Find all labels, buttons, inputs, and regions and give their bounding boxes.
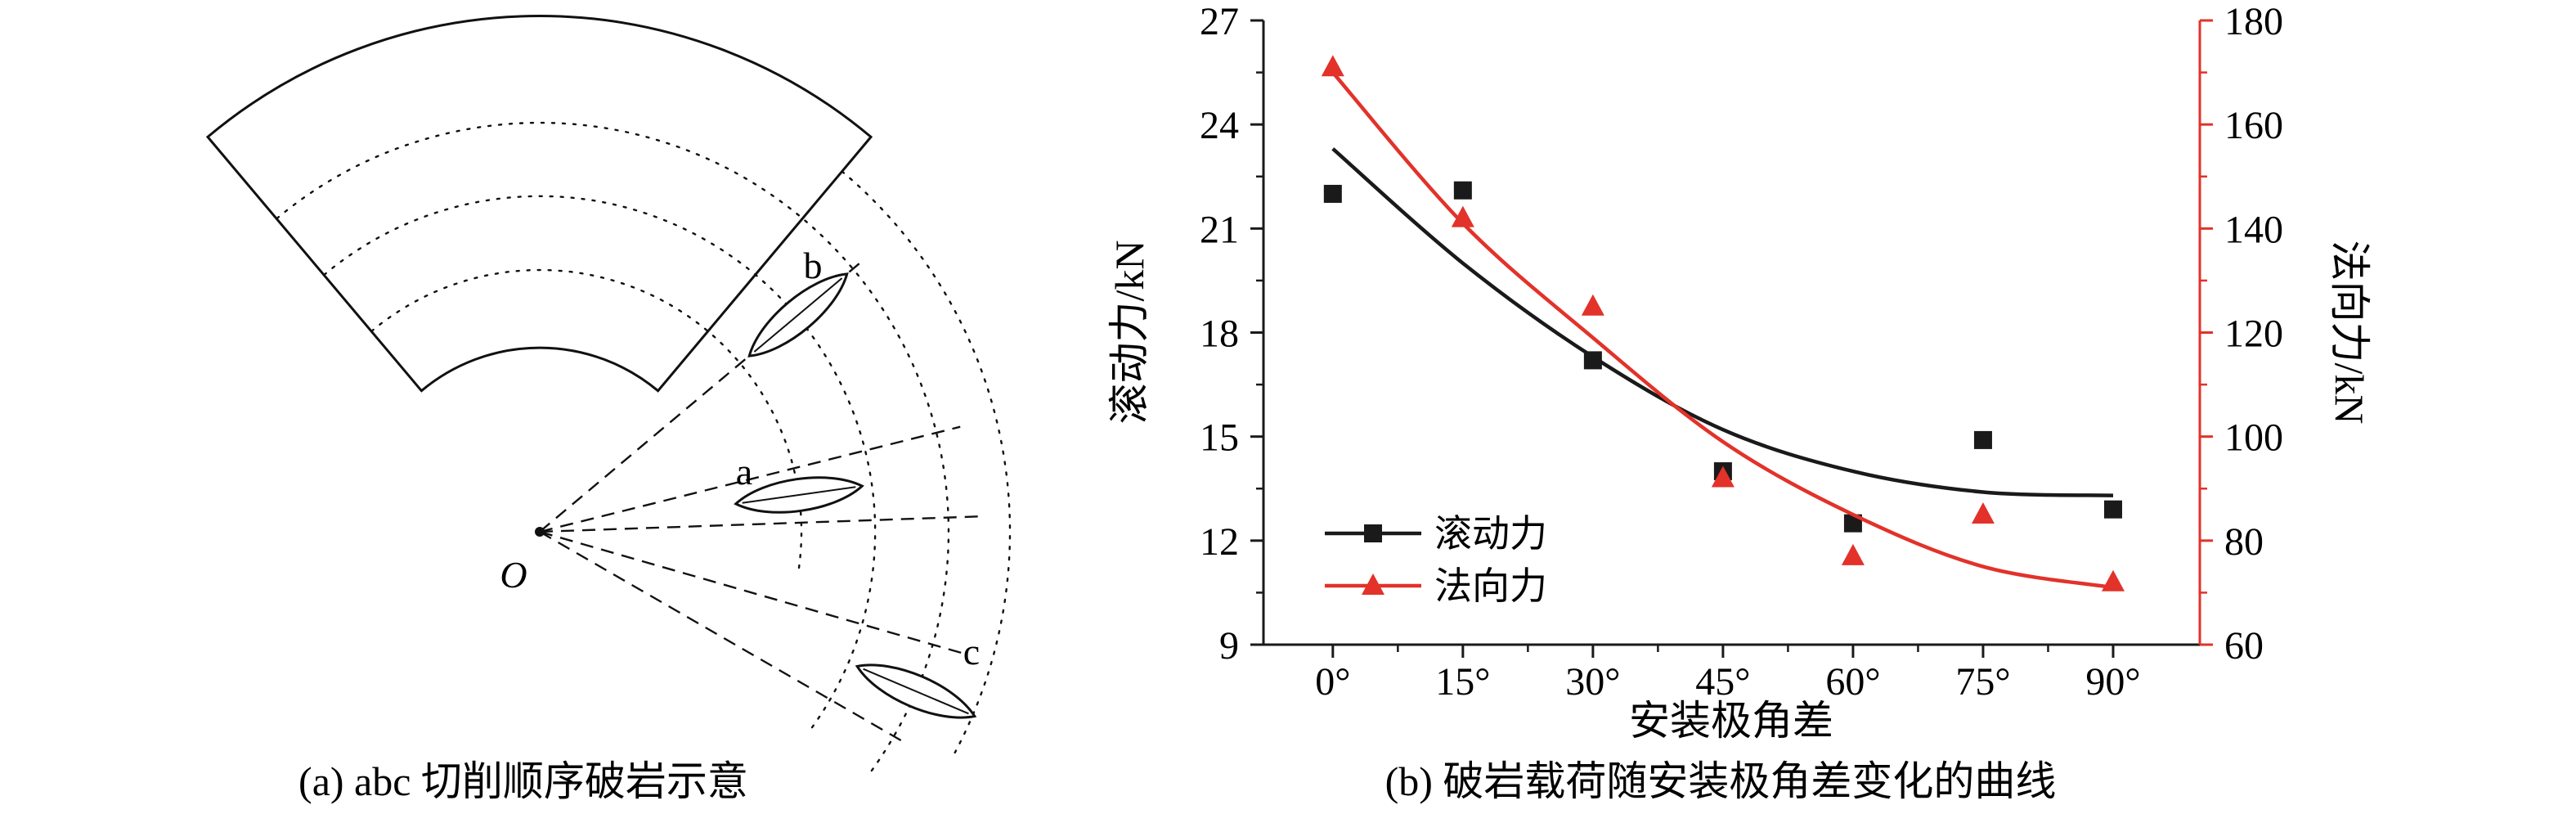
left-axis-tick-label: 24 — [1200, 104, 1239, 147]
left-axis-tick-label: 9 — [1219, 624, 1239, 668]
x-axis-tick-label: 0° — [1315, 660, 1350, 704]
panel-a-diagram: O b a c — [205, 15, 1012, 774]
radial-line-below-a — [539, 515, 981, 533]
data-point-triangle — [1841, 543, 1865, 565]
left-axis-tick-label: 15 — [1200, 416, 1239, 460]
cutter-a — [734, 476, 864, 514]
x-axis-tick-label: 30° — [1565, 660, 1620, 704]
caption-panel-a: (a) abc 切削顺序破岩示意 — [298, 758, 748, 804]
x-axis-tick-label: 60° — [1825, 660, 1880, 704]
x-axis-tick-label: 45° — [1695, 660, 1750, 704]
data-point-triangle — [1971, 502, 1995, 524]
right-axis-title: 法向力/kN — [2327, 241, 2372, 425]
legend-label: 滚动力 — [1434, 513, 1547, 555]
legend-marker-square — [1364, 524, 1382, 542]
right-axis-tick-label: 100 — [2224, 416, 2283, 460]
right-axis-tick-label: 140 — [2224, 208, 2283, 251]
origin-point — [535, 527, 545, 537]
left-axis-tick-label: 27 — [1200, 0, 1239, 43]
right-axis-tick-label: 180 — [2224, 0, 2283, 43]
x-axis-title: 安装极角差 — [1629, 698, 1833, 744]
data-point-triangle — [1711, 465, 1735, 488]
right-axis-tick-label: 60 — [2224, 624, 2264, 668]
origin-label: O — [500, 554, 527, 596]
right-axis-tick-label: 120 — [2224, 313, 2283, 356]
data-point-square — [1973, 430, 1992, 449]
label-cutter-c: c — [963, 631, 980, 672]
dotted-arc-r500 — [276, 121, 950, 774]
right-axis-tick-label: 80 — [2224, 520, 2264, 564]
cutter-b — [747, 272, 849, 358]
caption-panel-b: (b) 破岩载荷随安装极角差变化的曲线 — [1385, 758, 2057, 804]
cutter-c — [855, 663, 977, 719]
rock-sector-outline — [205, 15, 873, 393]
data-point-square — [1583, 351, 1602, 370]
radial-line-below-c — [539, 530, 902, 742]
legend-label: 法向力 — [1434, 565, 1547, 607]
left-axis-tick-label: 21 — [1200, 208, 1239, 251]
x-axis-tick-label: 75° — [1955, 660, 2010, 704]
radial-line-to-b — [539, 257, 867, 533]
fit-curve-0 — [1331, 147, 2114, 497]
data-point-triangle — [1451, 205, 1474, 227]
x-axis-tick-label: 90° — [2085, 660, 2140, 704]
right-axis-tick-label: 160 — [2224, 104, 2283, 147]
data-point-triangle — [2101, 569, 2125, 591]
panel-b-chart: 9 12 15 18 21 24 27 60 80 100 120 140 160 180 0° 15° 30°… — [1200, 0, 2283, 704]
label-cutter-a: a — [736, 451, 752, 492]
fit-curve-1 — [1331, 71, 2114, 590]
label-cutter-b: b — [804, 245, 823, 286]
left-axis-tick-label: 18 — [1200, 313, 1239, 356]
radial-line-above-a — [539, 425, 961, 533]
dotted-arc-r410 — [323, 195, 877, 731]
left-axis-title: 滚动力/kN — [1106, 241, 1152, 425]
data-point-triangle — [1321, 55, 1344, 77]
left-axis-tick-label: 12 — [1200, 520, 1239, 564]
data-point-triangle — [1581, 294, 1604, 316]
data-point-square — [1453, 181, 1472, 200]
x-axis-tick-label: 15° — [1435, 660, 1490, 704]
data-point-square — [1323, 184, 1342, 203]
dotted-arc-r575 — [841, 170, 1012, 754]
legend-marker-triangle — [1362, 573, 1384, 595]
data-point-square — [2103, 500, 2122, 519]
radial-line-above-c — [539, 530, 965, 655]
dotted-arc-r320 — [370, 268, 803, 569]
